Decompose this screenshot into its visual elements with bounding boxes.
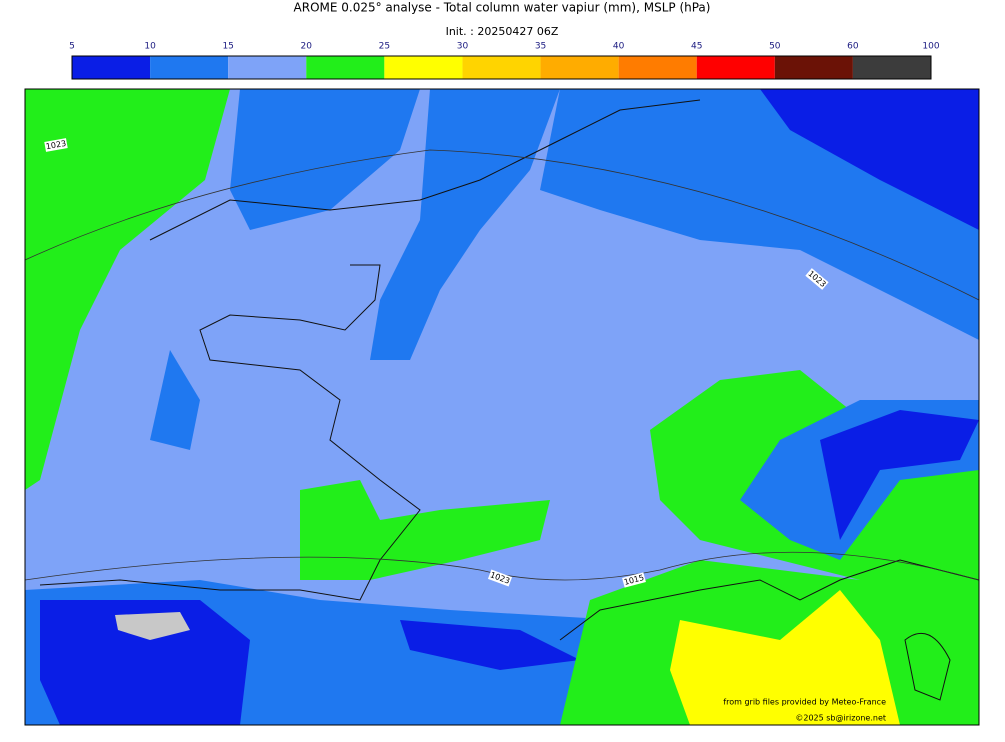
init-time: Init. : 20250427 06Z xyxy=(446,25,559,38)
field-green-west xyxy=(25,89,230,490)
field-darkblue-alps xyxy=(820,410,979,540)
colorbar-tick-label: 45 xyxy=(691,42,702,52)
map-frame xyxy=(24,88,980,726)
credit: ©2025 sb@irizone.net xyxy=(795,714,886,723)
colorbar-segment xyxy=(540,56,619,79)
colorbar-segment xyxy=(228,56,307,79)
coastline-mediterranean xyxy=(559,559,979,641)
colorbar: 5 10 15 20 25 30 35 40 45 50 60 100 xyxy=(69,42,940,80)
colorbar-segment xyxy=(696,56,775,79)
field-darkblue-iberia xyxy=(40,600,250,725)
colorbar-segment xyxy=(384,56,463,79)
colorbar-frame xyxy=(71,55,932,80)
colorbar-tick-label: 60 xyxy=(847,42,859,52)
contour-label-bg xyxy=(487,569,513,587)
colorbar-tick-label: 10 xyxy=(144,42,156,52)
colorbar-segment xyxy=(852,56,931,79)
colorbar-tick-label: 100 xyxy=(922,42,939,52)
contour-label-text: 1023 xyxy=(45,139,67,151)
field-blue-north xyxy=(370,89,560,360)
credit: from grib files provided by Meteo-France xyxy=(723,698,886,707)
field-green-southwest xyxy=(300,480,550,580)
colorbar-segment xyxy=(618,56,697,79)
contour-label: 1015 xyxy=(622,572,646,588)
colorbar-tick-label: 50 xyxy=(769,42,781,52)
field-darkblue-pyrenees xyxy=(400,620,580,670)
colorbar-segment xyxy=(150,56,229,79)
contour-label: 1023 xyxy=(44,138,68,152)
isobar xyxy=(25,551,979,581)
coastline-france xyxy=(39,264,421,601)
colorbar-tick-label: 15 xyxy=(222,42,233,52)
contour-label-bg xyxy=(44,138,68,152)
colorbar-tick-label: 25 xyxy=(379,42,390,52)
colorbar-tick-label: 20 xyxy=(301,42,313,52)
colorbar-tick-label: 30 xyxy=(457,42,469,52)
colorbar-segment xyxy=(774,56,853,79)
colorbar-segment xyxy=(462,56,541,79)
field-blue-channel xyxy=(230,89,420,230)
coastline-channel xyxy=(149,99,701,241)
colorbar-segment xyxy=(72,56,151,79)
field-blue-biscay xyxy=(150,350,200,450)
contour-label-bg xyxy=(622,572,646,588)
field-yellow-mediterranean xyxy=(670,590,900,725)
title: AROME 0.025° analyse - Total column wate… xyxy=(294,1,711,15)
isobar xyxy=(25,149,979,301)
contour-label-bg xyxy=(805,268,829,290)
map xyxy=(25,89,979,725)
coastline-corsica xyxy=(904,632,951,701)
field-grey-spot xyxy=(115,612,190,640)
field-darkblue-northeast xyxy=(760,89,979,230)
colorbar-segment xyxy=(306,56,385,79)
colorbar-tick-label: 35 xyxy=(535,42,546,52)
colorbar-tick-label: 5 xyxy=(69,42,75,52)
colorbar-tick-label: 40 xyxy=(613,42,625,52)
